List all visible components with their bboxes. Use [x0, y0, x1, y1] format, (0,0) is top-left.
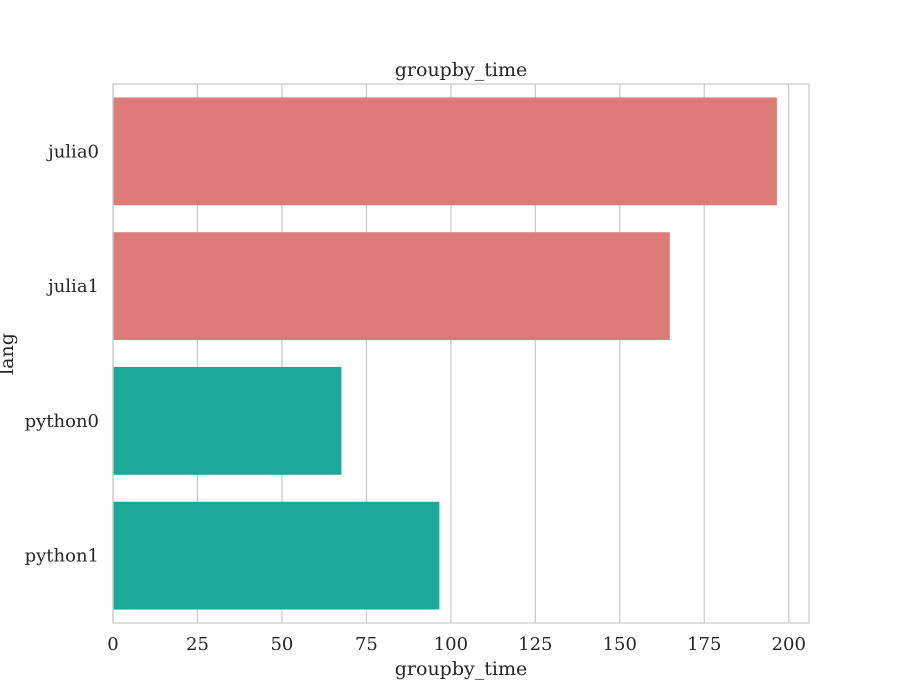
x-tick-label: 150 [603, 634, 637, 655]
y-tick-label: python1 [25, 546, 99, 567]
x-tick-label: 25 [186, 634, 209, 655]
y-tick-label: julia0 [46, 141, 99, 162]
x-tick-label: 75 [355, 634, 378, 655]
x-tick-label: 175 [687, 634, 721, 655]
tick-layer: 0 25 50 75 100 125 150 175 200 julia0 julia1 python… [25, 141, 806, 655]
y-tick-label: julia1 [46, 276, 99, 297]
y-axis-label: lang [0, 333, 18, 375]
x-axis-label: groupby_time [395, 658, 527, 680]
x-tick-label: 100 [434, 634, 468, 655]
bar-python1 [113, 501, 440, 610]
x-tick-label: 50 [270, 634, 293, 655]
bar-layer [113, 97, 777, 610]
bar-julia1 [113, 232, 670, 341]
plot-frame [112, 83, 810, 624]
x-tick-label: 125 [518, 634, 552, 655]
x-tick-label: 0 [107, 634, 118, 655]
y-tick-label: python0 [25, 411, 99, 432]
chart-title: groupby_time [395, 59, 527, 81]
bar-python0 [113, 366, 342, 475]
bar-julia0 [113, 97, 777, 206]
x-tick-label: 200 [772, 634, 806, 655]
